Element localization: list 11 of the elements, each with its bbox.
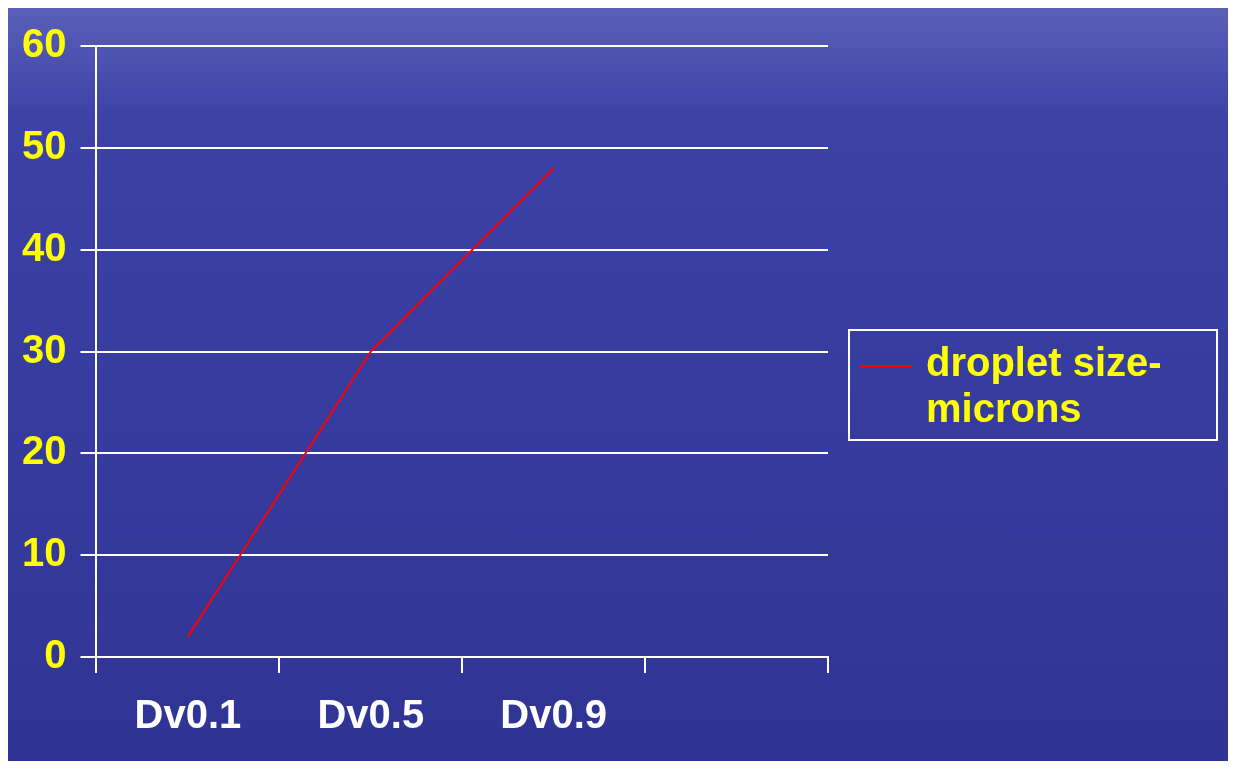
- x-tick-label: Dv0.9: [500, 692, 608, 737]
- legend-label: droplet size-microns: [926, 338, 1163, 431]
- y-tick-label: 60: [21, 21, 67, 66]
- y-tick-label: 10: [21, 530, 67, 575]
- y-tick-label: 20: [21, 428, 67, 473]
- y-tick-label: 50: [21, 122, 67, 167]
- x-tick-label: Dv0.5: [317, 692, 425, 737]
- y-tick-label: 30: [21, 326, 67, 371]
- x-tick-label: Dv0.1: [134, 692, 242, 737]
- y-tick-label: 40: [21, 224, 67, 269]
- y-tick-label: 0: [44, 632, 67, 677]
